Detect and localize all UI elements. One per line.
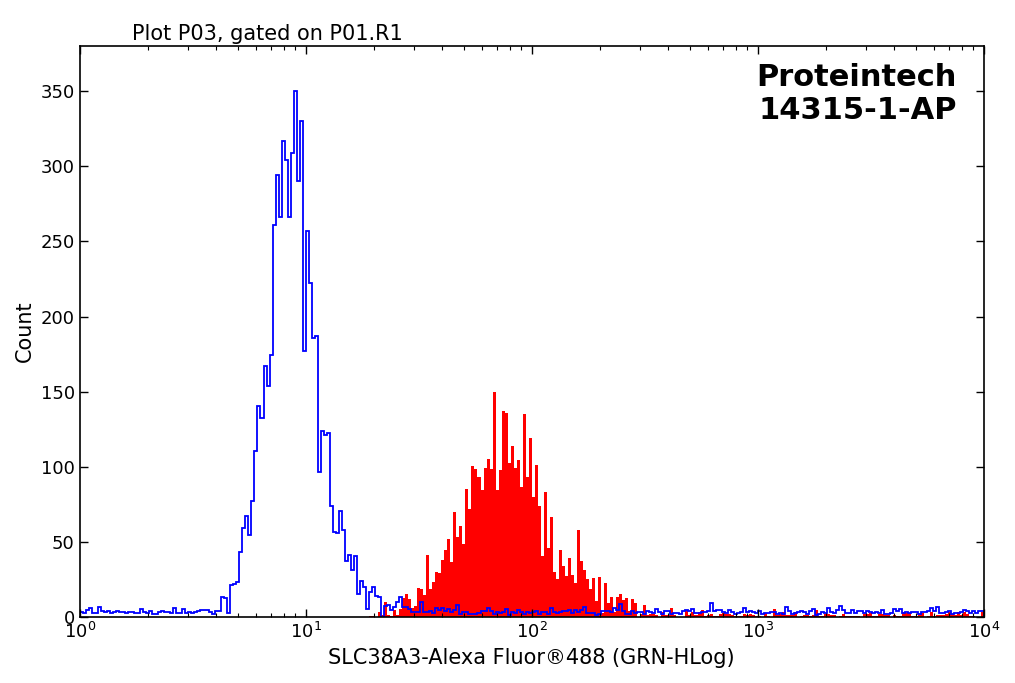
Text: Plot P03, gated on P01.R1: Plot P03, gated on P01.R1	[132, 24, 403, 44]
X-axis label: SLC38A3-Alexa Fluor®488 (GRN-HLog): SLC38A3-Alexa Fluor®488 (GRN-HLog)	[329, 648, 735, 668]
Text: Proteintech
14315-1-AP: Proteintech 14315-1-AP	[756, 63, 957, 126]
Y-axis label: Count: Count	[15, 301, 35, 363]
